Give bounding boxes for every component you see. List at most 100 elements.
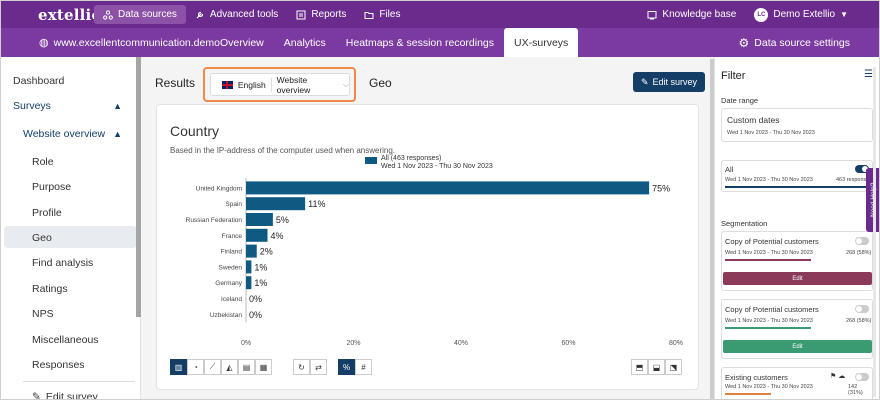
date-range-dates: Wed 1 Nov 2023 - Thu 30 Nov 2023 — [727, 130, 815, 136]
pencil-icon: ✎ — [32, 391, 41, 400]
wrench-icon — [196, 11, 204, 18]
segment-toggle[interactable] — [855, 237, 869, 245]
segment-all-count: 463 respons — [836, 177, 867, 183]
segment-toggle[interactable] — [855, 373, 869, 381]
segment-card: Copy of Potential customers Wed 1 Nov 20… — [721, 299, 873, 359]
export-image-icon[interactable]: ⬒ — [631, 359, 648, 375]
tab-heatmaps[interactable]: Heatmaps & session recordings — [345, 36, 495, 49]
data-source-settings[interactable]: ⚙ Data source settings — [739, 36, 879, 50]
chevron-up-icon[interactable]: ▲ — [113, 101, 122, 111]
filter-list-icon[interactable]: ☰ — [864, 69, 873, 80]
extellio-logo[interactable]: extellio — [38, 5, 102, 24]
edit-survey-button[interactable]: ✎ Edit survey — [633, 72, 705, 92]
section-title: Geo — [369, 76, 392, 90]
date-range-label: Date range — [721, 96, 759, 105]
chevron-up-icon[interactable]: ▲ — [113, 129, 122, 139]
country-chart: All (463 responses)Wed 1 Nov 2023 - Thu … — [186, 155, 683, 347]
value-label: 0% — [249, 294, 262, 304]
segment-edit-button[interactable]: Edit — [723, 272, 872, 285]
survey-label: Website overview — [276, 74, 311, 95]
card-title: Country — [170, 123, 220, 139]
segment-edit-button[interactable]: Edit — [723, 340, 872, 353]
nav-reports-label: Reports — [311, 9, 347, 20]
filter-scrollbar[interactable] — [873, 67, 876, 397]
tab-analytics[interactable]: Analytics — [283, 36, 326, 49]
sidebar-item-nps[interactable]: NPS — [32, 308, 54, 320]
segment-name: Copy of Potential customers — [725, 305, 819, 314]
hash-icon[interactable]: # — [355, 359, 372, 375]
legend-label: All (463 responses) — [381, 155, 441, 162]
segment-count: 268 (58%) — [846, 318, 872, 324]
sidebar-item-miscellaneous[interactable]: Miscellaneous — [32, 334, 99, 346]
export-pdf-icon[interactable]: ⬓ — [648, 359, 665, 375]
sidebar-divider — [23, 381, 135, 382]
value-label: 1% — [254, 278, 267, 288]
segment-icons: ⚑ ☁ — [830, 373, 846, 380]
sidebar-item-purpose[interactable]: Purpose — [32, 181, 72, 193]
tab-ux-surveys[interactable]: UX-surveys — [504, 28, 579, 57]
segment-all-toggle[interactable] — [855, 165, 869, 173]
edit-survey-label: Edit survey — [652, 77, 698, 87]
nav-files-label: Files — [379, 9, 401, 20]
sidebar-item-profile[interactable]: Profile — [32, 207, 62, 219]
user-menu[interactable]: LC Demo Extellio ▼ — [754, 7, 848, 22]
main-scrollbar[interactable] — [710, 59, 714, 399]
category-label: Sweden — [219, 264, 243, 271]
sidebar-item-role[interactable]: Role — [32, 156, 54, 168]
sidebar-item-geo[interactable]: Geo — [4, 226, 137, 248]
site-selector[interactable]: ◍ www.excellentcommunication.demo — [1, 36, 220, 50]
nav-data-sources[interactable]: Data sources — [94, 5, 186, 24]
tab-overview[interactable]: Overview — [220, 36, 264, 49]
book-icon — [647, 10, 657, 19]
site-name: www.excellentcommunication.demo — [53, 36, 220, 49]
bar — [246, 181, 650, 195]
data-sources-icon — [103, 9, 113, 20]
top-bar: extellio Data sources Advanced tools Rep… — [1, 1, 879, 28]
sidebar-item-dashboard[interactable]: Dashboard — [13, 75, 65, 87]
nav-reports[interactable]: Reports — [287, 5, 355, 24]
segment-toggle[interactable] — [855, 305, 869, 313]
user-name: Demo Extellio — [773, 9, 836, 20]
segment-card: Existing customers ⚑ ☁ Wed 1 Nov 2023 - … — [721, 367, 873, 399]
segmentation-label: Segmentation — [721, 219, 768, 228]
nav-files[interactable]: Files — [355, 5, 409, 24]
table-icon[interactable]: ▦ — [255, 359, 272, 375]
value-label: 1% — [254, 262, 267, 272]
segment-count: 268 (58%) — [846, 250, 872, 256]
nav-advanced-tools[interactable]: Advanced tools — [186, 5, 287, 24]
date-range-box[interactable]: Custom dates Wed 1 Nov 2023 - Thu 30 Nov… — [721, 108, 873, 142]
line-chart-icon[interactable]: ⟋ — [204, 359, 221, 375]
category-label: Germany — [215, 280, 242, 287]
bar — [246, 213, 273, 226]
folder-icon — [364, 11, 374, 19]
category-label: Finland — [221, 249, 243, 256]
nav-advanced-tools-label: Advanced tools — [209, 9, 279, 20]
survey-picker[interactable]: English Website overview ⌵ — [210, 73, 350, 96]
bar — [246, 197, 306, 211]
percent-icon[interactable]: % — [338, 359, 355, 375]
swap-icon[interactable]: ⇄ — [310, 359, 327, 375]
export-csv-icon[interactable]: ⬔ — [665, 359, 682, 375]
sidebar-item-find-analysis[interactable]: Find analysis — [32, 257, 94, 269]
sidebar-item-ratings[interactable]: Ratings — [32, 283, 68, 295]
segment-name: Copy of Potential customers — [725, 237, 819, 246]
sidebar-item-responses[interactable]: Responses — [32, 359, 85, 371]
sidebar-scrollbar[interactable] — [136, 57, 141, 317]
nav-data-sources-label: Data sources — [118, 9, 177, 20]
sidebar-item-edit-survey[interactable]: ✎ Edit survey — [32, 391, 98, 400]
refresh-icon[interactable]: ↻ — [293, 359, 310, 375]
area-chart-icon[interactable]: ◭ — [221, 359, 238, 375]
x-tick-label: 40% — [454, 340, 468, 347]
value-label: 11% — [308, 199, 325, 209]
uk-flag-icon — [222, 80, 233, 89]
segment-all[interactable]: All Wed 1 Nov 2023 - Thu 30 Nov 2023 463… — [721, 160, 873, 192]
sidebar-item-website-overview[interactable]: Website overview — [23, 128, 106, 140]
bar-chart-icon[interactable]: ▥ — [170, 359, 187, 375]
stacked-chart-icon[interactable]: ▤ — [238, 359, 255, 375]
chart-action-toolbar: ↻ ⇄ — [293, 359, 327, 375]
segment-dates: Wed 1 Nov 2023 - Thu 30 Nov 2023 — [725, 250, 813, 256]
pie-chart-icon[interactable]: ◔ — [187, 359, 204, 375]
sidebar-item-surveys[interactable]: Surveys — [13, 100, 51, 112]
knowledge-base-link[interactable]: Knowledge base — [647, 9, 736, 20]
